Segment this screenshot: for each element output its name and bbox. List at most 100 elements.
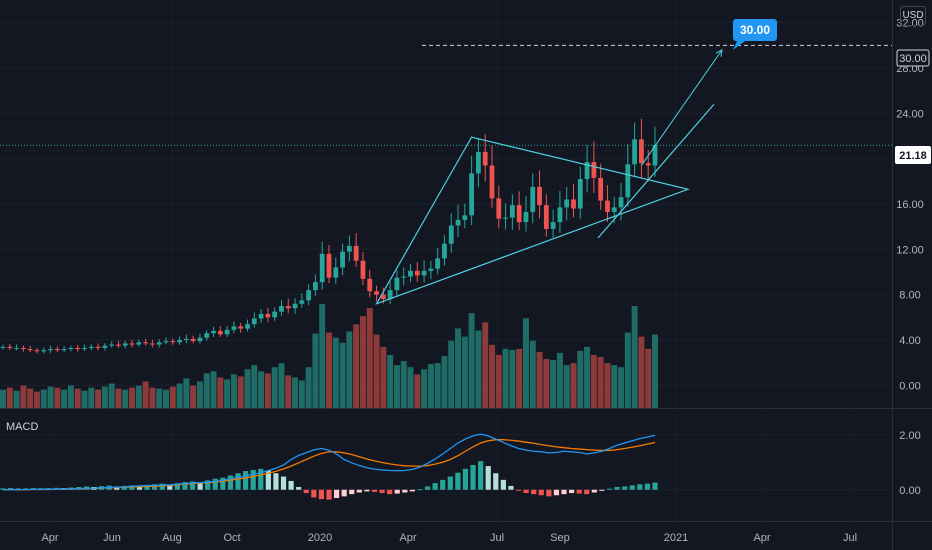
candle-body [360, 260, 366, 279]
macd-histogram-bar [356, 489, 362, 493]
macd-histogram-bar [197, 482, 203, 490]
candle-body [204, 333, 210, 338]
volume-bar [407, 367, 414, 408]
macd-histogram-bar [584, 489, 590, 495]
macd-histogram-bar [273, 473, 279, 490]
candle-body [462, 215, 468, 220]
time-tick-label: Apr [399, 532, 416, 544]
candle-body [340, 251, 345, 268]
candle-body [136, 342, 142, 345]
volume-bar [652, 334, 658, 408]
macd-histogram-bar [629, 485, 635, 490]
volume-bar [489, 344, 495, 408]
volume-bar [122, 389, 129, 408]
macd-histogram-bar [144, 484, 150, 490]
macd-histogram-bar [424, 486, 431, 490]
target-axis-value: 30.00 [899, 53, 927, 65]
candle-body [639, 139, 644, 164]
candle-body [20, 347, 26, 350]
volume-bar [516, 348, 523, 408]
time-tick-label: Apr [41, 532, 58, 544]
candle-body [367, 278, 373, 292]
macd-histogram-bar [371, 489, 378, 492]
volume-bar [183, 378, 190, 408]
volume-bar [292, 377, 299, 408]
macd-histogram-bar [341, 489, 347, 497]
macd-histogram-bar [280, 476, 287, 490]
volume-bar [611, 365, 618, 408]
volume-bar [285, 375, 292, 408]
volume-bar [543, 359, 550, 408]
candle-body [543, 205, 549, 229]
volume-bar [169, 386, 176, 408]
macd-histogram-bar [265, 470, 271, 490]
candle-body [82, 347, 87, 350]
volume-bar [461, 336, 468, 408]
candle-body [577, 179, 583, 209]
macd-histogram-bar [599, 489, 605, 491]
indicator-title: MACD [6, 421, 39, 433]
volume-bar [563, 365, 570, 408]
volume-bar [577, 350, 584, 408]
macd-histogram-bar [462, 468, 469, 490]
current-price-badge: 21.18 [895, 146, 931, 164]
volume-bar [597, 357, 604, 408]
volume-bar [108, 383, 115, 408]
candle-body [177, 340, 182, 343]
currency-button[interactable]: USD [900, 6, 926, 26]
volume-bar [645, 348, 652, 408]
volume-bar [13, 390, 20, 408]
candle-body [34, 350, 40, 352]
candle-body [401, 276, 407, 278]
volume-bar [251, 365, 258, 408]
candlesticks [0, 118, 658, 354]
target-price-label: 30.00 [740, 23, 770, 37]
candle-body [537, 187, 542, 206]
volume-bar [332, 337, 339, 408]
macd-histogram-bar [508, 485, 514, 490]
volume-bar [624, 332, 631, 408]
candle-body [448, 225, 454, 244]
macd-histogram-bar [561, 489, 567, 495]
macd-histogram-bar [258, 468, 264, 490]
candle-body [258, 313, 264, 319]
volume-bar [550, 360, 557, 408]
macd-histogram-bar [333, 489, 340, 498]
candle-body [374, 291, 379, 295]
macd-line [3, 433, 656, 491]
volume-bar [115, 388, 122, 408]
volume-bar [88, 387, 95, 408]
price-badges: 30.00 30.00 21.18 [733, 19, 931, 164]
volume-bar [217, 377, 224, 408]
candle-body [625, 164, 631, 198]
candle-body [238, 326, 244, 329]
volume-bar [346, 331, 353, 408]
pattern-drawings [0, 44, 892, 305]
volume-bar [40, 389, 47, 408]
time-tick-label: Sep [550, 532, 570, 544]
candle-body [550, 222, 556, 229]
volume-bar [298, 380, 305, 408]
candle-body [564, 199, 570, 208]
macd-histogram-bar [515, 489, 522, 491]
candle-body [571, 199, 576, 209]
candle-body [61, 349, 67, 351]
time-tick-label: 2020 [308, 532, 332, 544]
volume-bar [441, 355, 448, 408]
breakout-trendline [597, 103, 715, 239]
volume-bar [584, 346, 591, 408]
candle-body [251, 318, 257, 325]
volume-bar [163, 389, 169, 408]
projection-arrowhead [715, 48, 723, 57]
volume-bar [196, 381, 203, 408]
candle-body [421, 270, 427, 276]
volume-bar [67, 385, 74, 408]
macd-histogram-bar [296, 487, 302, 490]
candle-body [509, 205, 515, 218]
price-tick-label: 12.00 [896, 244, 924, 256]
volume-bar [305, 367, 312, 408]
candle-body [530, 187, 536, 212]
volume-bar [47, 386, 54, 408]
price-tick-label: 8.00 [899, 290, 920, 302]
